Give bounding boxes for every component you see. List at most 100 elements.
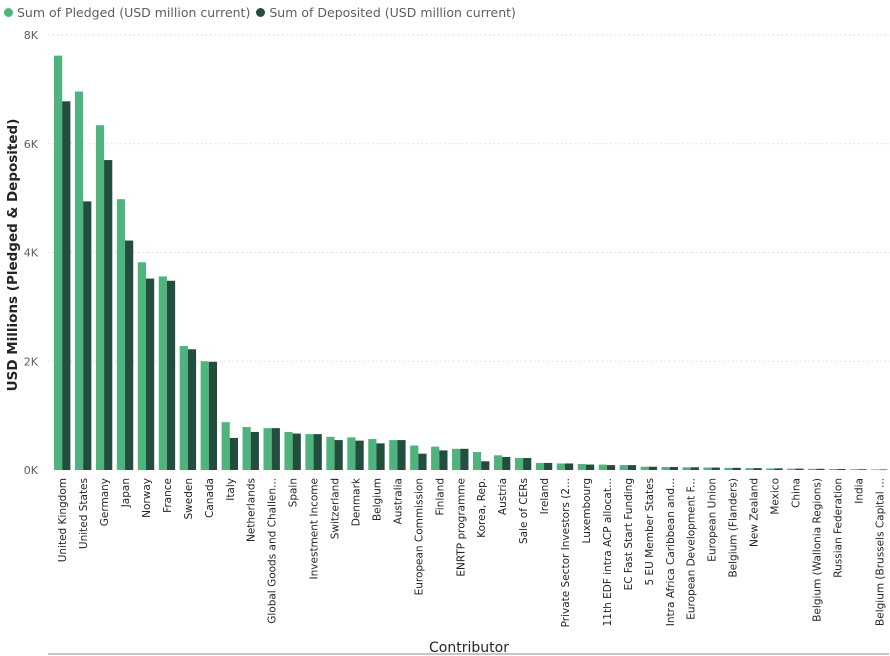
bar-deposited[interactable] [62,101,71,471]
bar-deposited[interactable] [334,440,343,470]
bar-pledged[interactable] [116,199,126,470]
bar-deposited[interactable] [544,462,553,470]
bar-pledged[interactable] [829,469,838,470]
bar-pledged[interactable] [808,468,817,470]
bar-deposited[interactable] [481,461,490,470]
bar-deposited[interactable] [795,468,804,470]
bar-pledged[interactable] [158,276,167,470]
bar-deposited[interactable] [292,433,301,470]
bar-pledged[interactable] [179,346,188,470]
bar-pledged[interactable] [556,463,565,470]
bar-deposited[interactable] [125,240,134,470]
bar-pledged[interactable] [221,422,230,470]
bar-deposited[interactable] [229,437,238,470]
bar-deposited[interactable] [104,160,113,470]
bar-deposited[interactable] [502,456,511,470]
bar-pledged[interactable] [452,448,461,470]
legend-item-pledged[interactable]: Sum of Pledged (USD million current) [4,5,250,20]
bar-pledged[interactable] [284,431,293,470]
bar-deposited[interactable] [816,468,825,470]
bar-pledged[interactable] [640,466,649,470]
bar-deposited[interactable] [208,361,218,470]
bar-deposited[interactable] [565,463,574,470]
bar-pledged[interactable] [95,125,105,470]
bar-pledged[interactable] [745,468,754,470]
bar-deposited[interactable] [146,278,155,470]
bar-deposited[interactable] [523,458,532,470]
bar-deposited[interactable] [439,450,448,470]
horizontal-scrollbar[interactable] [48,653,889,655]
bar-deposited[interactable] [879,469,888,471]
bar-deposited[interactable] [858,469,867,470]
bar-pledged[interactable] [514,458,524,470]
bar-deposited[interactable] [397,440,406,470]
bar-pledged[interactable] [493,455,503,470]
bar-pledged[interactable] [347,437,356,470]
bar-pledged[interactable] [473,452,482,470]
x-tick-label: Spain [288,478,300,507]
x-tick-label: United States [78,478,90,549]
bar-deposited[interactable] [585,464,595,470]
bar-pledged[interactable] [850,469,859,470]
bar-pledged[interactable] [682,467,691,470]
bar-deposited[interactable] [83,201,92,470]
bar-pledged[interactable] [305,434,314,470]
bar-deposited[interactable] [627,465,637,470]
bar-pledged[interactable] [326,436,335,470]
x-tick-label: Australia [392,478,404,524]
bar-pledged[interactable] [766,468,775,470]
bar-pledged[interactable] [787,468,796,470]
bar-deposited[interactable] [732,467,741,470]
bar-pledged[interactable] [871,469,880,471]
bar-deposited[interactable] [187,349,197,470]
bar-deposited[interactable] [166,280,176,470]
bar-deposited[interactable] [271,428,280,470]
x-tick-label: Germany [99,478,111,526]
bar-deposited[interactable] [711,467,720,470]
bar-deposited[interactable] [774,468,783,470]
bar-pledged[interactable] [619,465,628,470]
legend-dot-pledged [4,7,13,17]
bar-deposited[interactable] [690,467,699,470]
bar-pledged[interactable] [535,462,545,470]
bar-pledged[interactable] [724,467,733,470]
x-tick-label: Austria [497,478,509,515]
x-tick-label: Finland [434,478,446,516]
legend-dot-deposited [256,7,266,17]
legend-item-deposited[interactable]: Sum of Deposited (USD million current) [256,5,516,20]
x-tick-label: Belgium (Brussels Capital ... [874,478,886,626]
bar-pledged[interactable] [577,464,586,470]
bar-deposited[interactable] [648,466,657,470]
bar-pledged[interactable] [431,446,440,470]
bar-pledged[interactable] [74,91,84,471]
bar-deposited[interactable] [376,443,385,470]
bar-pledged[interactable] [137,262,146,470]
x-tick-label: Switzerland [330,478,342,539]
bar-deposited[interactable] [460,448,469,470]
bar-deposited[interactable] [355,440,364,470]
bar-pledged[interactable] [661,467,670,470]
bar-deposited[interactable] [418,453,427,470]
bar-deposited[interactable] [669,467,678,470]
x-tick-label: Russian Federation [832,478,844,578]
bar-pledged[interactable] [242,427,251,470]
x-tick-label: EC Fast Start Funding [623,478,635,590]
y-tick-label: 6K [24,138,39,151]
bar-pledged[interactable] [54,55,63,470]
y-tick-label: 2K [24,355,39,368]
bar-pledged[interactable] [410,445,419,470]
bar-deposited[interactable] [250,431,259,470]
bar-pledged[interactable] [703,467,712,470]
bar-pledged[interactable] [598,464,607,470]
bar-pledged[interactable] [200,361,209,470]
x-tick-label: Norway [141,478,153,518]
bar-deposited[interactable] [753,468,762,470]
bar-deposited[interactable] [313,434,322,470]
x-tick-label: Sweden [183,478,195,520]
bar-pledged[interactable] [368,439,377,470]
bar-pledged[interactable] [263,428,272,470]
bar-deposited[interactable] [837,469,846,470]
bar-deposited[interactable] [606,465,616,470]
x-tick-label: New Zealand [749,478,761,547]
bar-pledged[interactable] [389,440,398,470]
